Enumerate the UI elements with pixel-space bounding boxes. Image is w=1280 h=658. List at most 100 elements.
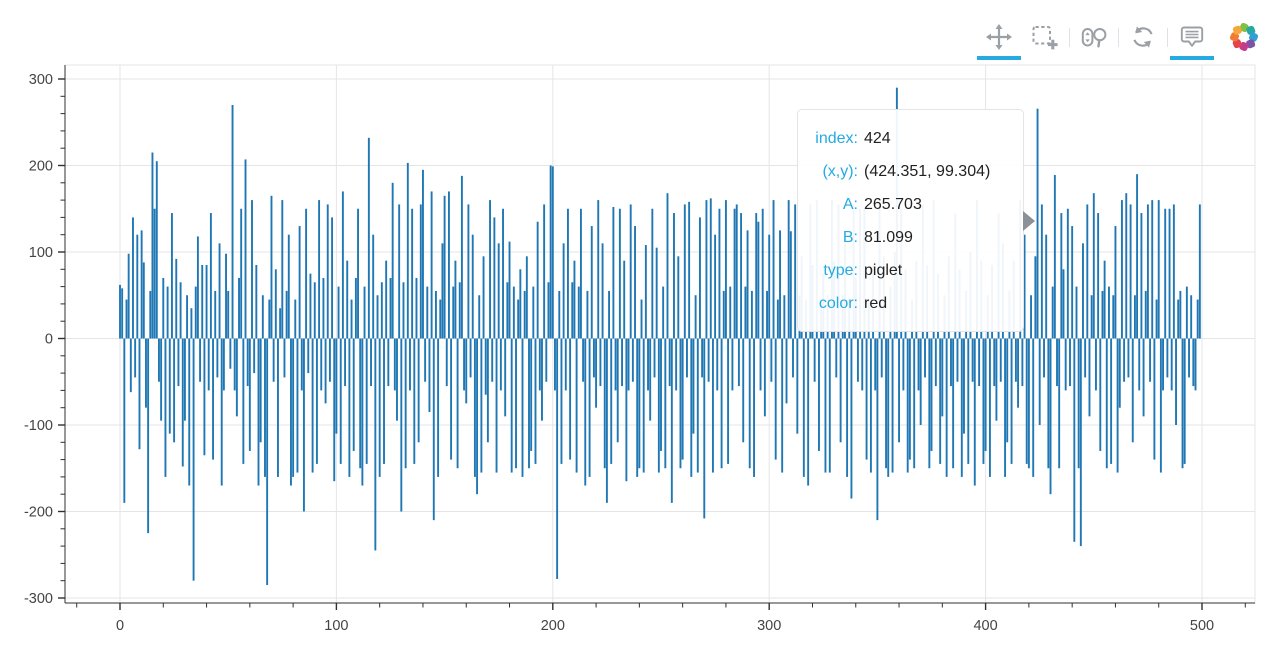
bar[interactable] — [354, 277, 357, 339]
bar[interactable] — [257, 338, 260, 486]
bar[interactable] — [908, 338, 911, 460]
bar[interactable] — [155, 161, 158, 339]
bar[interactable] — [835, 338, 838, 378]
bar[interactable] — [248, 338, 251, 451]
bar[interactable] — [740, 213, 743, 339]
bar[interactable] — [649, 338, 652, 421]
bar[interactable] — [802, 338, 805, 477]
bokeh-logo[interactable] — [1228, 21, 1260, 53]
bar[interactable] — [452, 286, 455, 339]
bar[interactable] — [1116, 338, 1119, 473]
bar[interactable] — [1088, 338, 1091, 417]
bar[interactable] — [1032, 338, 1035, 477]
bar[interactable] — [1025, 338, 1028, 464]
bar[interactable] — [465, 338, 468, 404]
bar[interactable] — [627, 338, 630, 391]
bar[interactable] — [891, 338, 894, 473]
bar[interactable] — [538, 338, 541, 391]
bar[interactable] — [1023, 234, 1026, 339]
bar[interactable] — [579, 208, 582, 339]
bar[interactable] — [1004, 338, 1007, 477]
bar[interactable] — [482, 256, 485, 339]
bar[interactable] — [1133, 295, 1136, 339]
bar[interactable] — [770, 338, 773, 382]
bar[interactable] — [651, 208, 654, 339]
bar[interactable] — [374, 338, 377, 551]
bar[interactable] — [818, 338, 820, 451]
bar[interactable] — [1092, 193, 1095, 339]
bar[interactable] — [328, 338, 331, 382]
bar[interactable] — [231, 104, 234, 339]
bar[interactable] — [924, 338, 926, 378]
bar[interactable] — [279, 308, 282, 339]
bar[interactable] — [774, 338, 777, 460]
bar[interactable] — [1071, 226, 1074, 339]
bar[interactable] — [344, 338, 347, 387]
bar[interactable] — [264, 338, 266, 477]
bar[interactable] — [1108, 286, 1110, 339]
bar[interactable] — [181, 338, 184, 467]
bar[interactable] — [372, 234, 375, 339]
bar[interactable] — [404, 338, 407, 469]
bar[interactable] — [441, 243, 444, 339]
bar[interactable] — [586, 290, 589, 339]
bar[interactable] — [536, 221, 539, 339]
bar[interactable] — [718, 208, 721, 339]
bar[interactable] — [385, 260, 388, 339]
bar[interactable] — [287, 234, 290, 339]
bar[interactable] — [787, 200, 790, 339]
bar[interactable] — [495, 338, 498, 473]
bar[interactable] — [582, 338, 585, 382]
bar[interactable] — [1038, 338, 1041, 426]
bar[interactable] — [759, 338, 762, 391]
bar[interactable] — [313, 282, 316, 339]
bar[interactable] — [272, 338, 275, 382]
bar[interactable] — [1036, 108, 1039, 339]
bar[interactable] — [699, 217, 701, 339]
bar[interactable] — [783, 295, 786, 339]
bar[interactable] — [640, 299, 643, 339]
bar[interactable] — [443, 195, 446, 339]
bar[interactable] — [290, 338, 292, 486]
bar[interactable] — [406, 162, 409, 339]
bar[interactable] — [547, 282, 550, 339]
bar[interactable] — [982, 338, 985, 464]
bar[interactable] — [647, 338, 649, 391]
bar[interactable] — [988, 338, 991, 477]
bar[interactable] — [1075, 286, 1078, 339]
bar[interactable] — [807, 338, 810, 486]
bar[interactable] — [521, 338, 524, 477]
bar[interactable] — [302, 338, 305, 512]
bar[interactable] — [337, 286, 340, 339]
bar[interactable] — [945, 338, 948, 477]
bar[interactable] — [460, 175, 463, 339]
bar[interactable] — [218, 243, 221, 339]
bar[interactable] — [906, 338, 909, 473]
bar[interactable] — [707, 338, 710, 382]
bar[interactable] — [1090, 295, 1093, 339]
bar[interactable] — [253, 338, 256, 374]
bar[interactable] — [614, 338, 617, 391]
bar[interactable] — [454, 260, 457, 339]
bar[interactable] — [772, 200, 775, 339]
bar[interactable] — [876, 338, 879, 521]
bar[interactable] — [874, 338, 877, 391]
bar[interactable] — [207, 338, 210, 391]
bar[interactable] — [1123, 338, 1126, 382]
bar[interactable] — [1153, 338, 1156, 460]
bar[interactable] — [1014, 338, 1017, 382]
bar[interactable] — [1058, 338, 1061, 469]
bar[interactable] — [222, 338, 225, 391]
bar[interactable] — [1077, 338, 1080, 469]
bar[interactable] — [753, 338, 755, 477]
bar[interactable] — [387, 338, 390, 387]
bar[interactable] — [214, 290, 217, 339]
bar[interactable] — [497, 243, 500, 339]
bar[interactable] — [675, 338, 678, 391]
bar[interactable] — [255, 264, 258, 339]
bar[interactable] — [283, 338, 286, 378]
bar[interactable] — [1175, 338, 1177, 426]
bar[interactable] — [424, 338, 427, 382]
bar[interactable] — [1069, 338, 1071, 387]
bar[interactable] — [727, 338, 730, 464]
